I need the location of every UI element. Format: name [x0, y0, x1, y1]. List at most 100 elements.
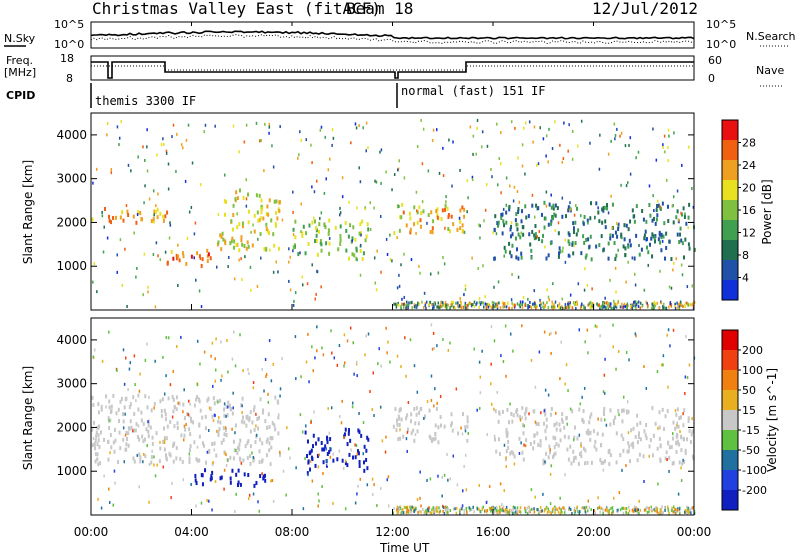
range-gate-cell	[590, 508, 592, 512]
range-gate-cell	[138, 452, 141, 457]
range-gate-cell	[434, 432, 437, 437]
range-gate-cell	[446, 510, 449, 514]
range-gate-cell	[437, 301, 440, 305]
range-gate-cell	[625, 350, 628, 354]
range-gate-cell	[300, 375, 302, 379]
range-gate-cell	[132, 214, 135, 219]
range-gate-cell	[582, 419, 585, 424]
range-gate-cell	[128, 367, 131, 371]
range-gate-cell	[375, 288, 378, 292]
range-gate-cell	[277, 413, 280, 417]
range-gate-cell	[558, 422, 561, 427]
range-gate-cell	[624, 253, 627, 258]
range-gate-cell	[341, 176, 344, 180]
range-gate-cell	[270, 479, 272, 483]
range-gate-cell	[242, 458, 245, 463]
range-gate-cell	[109, 451, 111, 455]
range-gate-cell	[413, 506, 415, 510]
range-gate-cell	[451, 428, 454, 433]
range-gate-cell	[299, 130, 301, 134]
range-gate-cell	[448, 138, 450, 142]
range-gate-cell	[435, 209, 438, 214]
range-gate-cell	[572, 449, 575, 454]
range-gate-cell	[260, 198, 263, 203]
range-gate-cell	[102, 437, 105, 442]
range-gate-cell	[113, 449, 116, 454]
range-gate-cell	[346, 442, 349, 447]
range-gate-cell	[513, 185, 516, 189]
range-gate-cell	[467, 506, 470, 510]
range-gate-cell	[603, 373, 606, 377]
range-gate-cell	[530, 358, 533, 362]
range-gate-cell	[132, 395, 135, 400]
range-gate-cell	[545, 154, 547, 158]
range-gate-cell	[489, 507, 492, 511]
range-gate-cell	[625, 223, 628, 228]
range-gate-cell	[272, 270, 275, 274]
range-gate-cell	[558, 251, 561, 256]
range-gate-cell	[196, 458, 199, 463]
range-gate-cell	[184, 427, 187, 432]
range-gate-cell	[510, 510, 512, 514]
range-gate-cell	[569, 444, 572, 449]
range-gate-cell	[398, 205, 400, 209]
range-gate-cell	[249, 444, 252, 449]
range-gate-cell	[617, 508, 619, 512]
range-gate-cell	[637, 431, 640, 436]
range-gate-cell	[260, 138, 262, 142]
range-gate-cell	[554, 203, 557, 208]
range-gate-cell	[491, 402, 493, 406]
range-gate-cell	[564, 260, 567, 264]
range-gate-cell	[242, 415, 245, 420]
range-gate-cell	[195, 504, 197, 508]
range-gate-cell	[537, 442, 540, 447]
range-gate-cell	[100, 506, 103, 510]
range-gate-cell	[241, 224, 244, 229]
range-gate-cell	[635, 334, 637, 338]
range-gate-cell	[677, 492, 680, 496]
range-gate-cell	[118, 143, 120, 147]
range-gate-cell	[687, 215, 690, 220]
range-gate-cell	[406, 303, 409, 307]
range-gate-cell	[661, 201, 664, 206]
range-gate-cell	[655, 509, 657, 513]
range-gate-cell	[521, 143, 524, 147]
range-gate-cell	[544, 428, 547, 433]
range-gate-cell	[517, 256, 520, 261]
range-gate-cell	[537, 507, 539, 511]
range-gate-cell	[466, 210, 468, 214]
range-gate-cell	[314, 239, 317, 244]
range-gate-cell	[569, 508, 572, 512]
range-gate-cell	[496, 511, 498, 515]
range-gate-cell	[136, 213, 139, 217]
velocity-colorbar-tick: 100	[742, 364, 763, 377]
range-gate-cell	[127, 213, 130, 218]
range-gate-cell	[609, 236, 612, 241]
range-gate-cell	[405, 506, 407, 510]
range-gate-cell	[602, 305, 605, 309]
range-gate-cell	[328, 241, 331, 246]
range-gate-cell	[304, 251, 307, 256]
range-gate-cell	[400, 511, 403, 515]
range-gate-cell	[190, 205, 193, 209]
range-gate-cell	[649, 438, 652, 443]
range-gate-cell	[240, 238, 243, 243]
range-gate-cell	[616, 234, 619, 239]
range-gate-cell	[643, 365, 645, 369]
power-colorbar-swatch	[722, 120, 738, 141]
range-gate-cell	[348, 452, 351, 457]
range-gate-cell	[232, 456, 235, 461]
range-gate-cell	[476, 126, 478, 130]
range-gate-cell	[126, 304, 128, 308]
range-gate-cell	[258, 218, 261, 223]
range-gate-cell	[553, 423, 556, 428]
range-gate-cell	[365, 457, 368, 462]
range-gate-cell	[527, 297, 529, 301]
range-gate-cell	[342, 467, 345, 471]
range-gate-cell	[384, 450, 387, 454]
range-gate-cell	[338, 344, 341, 348]
range-gate-cell	[119, 215, 122, 220]
range-gate-cell	[510, 120, 513, 124]
range-gate-cell	[513, 462, 516, 466]
range-gate-cell	[668, 445, 671, 450]
